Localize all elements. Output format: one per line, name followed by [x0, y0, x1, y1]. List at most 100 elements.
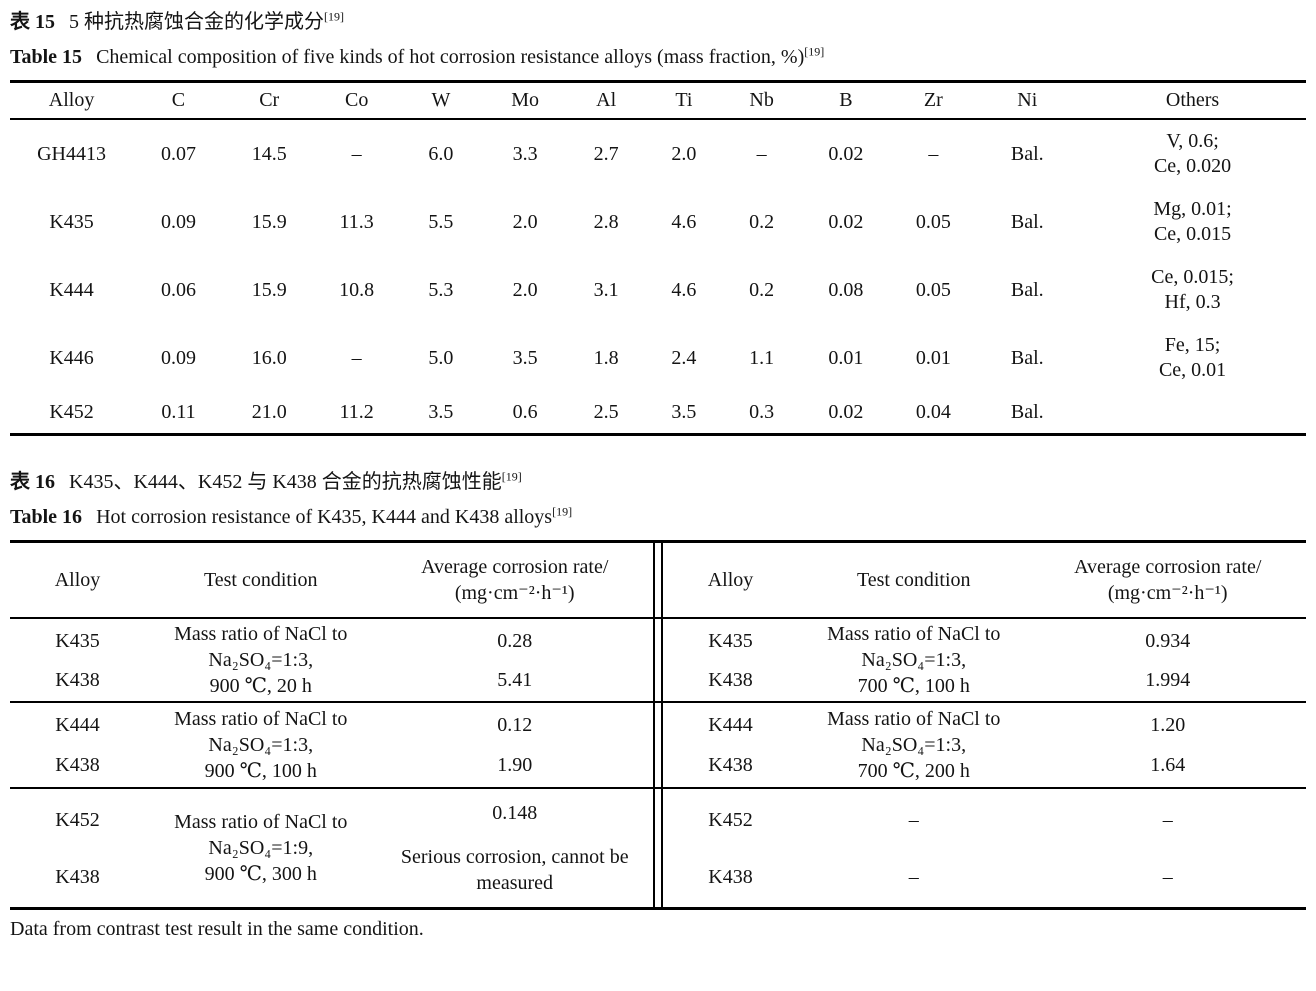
table-cell: 2.0: [512, 210, 538, 233]
table16-right-block: K435 K438 Mass ratio of NaCl to Na₂SO₄=1…: [661, 619, 1306, 701]
header-al: Al: [567, 81, 645, 120]
header-test-condition: Test condition: [203, 569, 318, 591]
table-cell: 14.5: [251, 142, 287, 165]
header-ni: Ni: [975, 81, 1080, 120]
table-cell: 5.5: [428, 210, 454, 233]
condition-line: 700 ℃, 100 h: [857, 675, 970, 697]
header-alloy: Alloy: [10, 81, 134, 120]
rate-value: –: [1162, 865, 1173, 888]
table-cell: 0.08: [828, 278, 864, 301]
table-cell: Bal.: [1010, 210, 1044, 233]
table15-caption-zh-ref: [19]: [324, 9, 344, 24]
table16-caption-en-ref: [19]: [552, 504, 573, 519]
table16-left-header: Alloy Test condition Average corrosion r…: [10, 543, 655, 617]
alloy-name: K438: [708, 668, 753, 691]
condition-line: Na₂SO₄=1:3,: [861, 734, 967, 756]
table-cell: 1.1: [749, 346, 775, 369]
rate-header-units: (mg·cm⁻²·h⁻¹): [454, 582, 575, 604]
condition-line: Na₂SO₄=1:3,: [861, 649, 967, 671]
table15-caption-zh-text: 5 种抗热腐蚀合金的化学成分: [69, 11, 324, 33]
header-corrosion-rate: Average corrosion rate/ (mg·cm⁻²·h⁻¹): [376, 543, 652, 617]
table-cell: Bal.: [1010, 142, 1044, 165]
table-cell: –: [928, 142, 939, 165]
table-cell: K444: [49, 278, 94, 301]
table-cell: 0.02: [828, 401, 864, 423]
rate-value: 1.90: [497, 754, 533, 776]
test-condition-cell: Mass ratio of NaCl to Na₂SO₄=1:3, 700 ℃,…: [798, 703, 1029, 787]
table-cell: –: [351, 346, 362, 369]
table15-caption-en-ref: [19]: [804, 44, 825, 59]
corrosion-rate-cell: 1.20 1.64: [1029, 703, 1305, 787]
table-cell-others: Fe, 15; Ce, 0.01: [1158, 334, 1227, 381]
table16-left-block: K444 K438 Mass ratio of NaCl to Na₂SO₄=1…: [10, 703, 655, 787]
rate-header-line: Average corrosion rate/: [1074, 556, 1262, 578]
table-cell: GH4413: [37, 142, 106, 165]
condition-line: Mass ratio of NaCl to: [827, 623, 1001, 645]
test-condition-cell: Mass ratio of NaCl to Na₂SO₄=1:3, 700 ℃,…: [798, 619, 1029, 701]
table-cell: 1.8: [593, 346, 619, 369]
header-w: W: [398, 81, 484, 120]
table-cell: K446: [49, 346, 94, 369]
table-cell: K435: [49, 210, 94, 233]
table15-header-row: Alloy C Cr Co W Mo Al Ti Nb B Zr Ni Othe…: [10, 81, 1306, 120]
table-row: GH4413 0.07 14.5 – 6.0 3.3 2.7 2.0 – 0.0…: [10, 119, 1306, 188]
condition-line: Na₂SO₄=1:3,: [208, 649, 314, 671]
header-alloy: Alloy: [54, 569, 101, 591]
header-test-condition: Test condition: [856, 569, 971, 591]
table15-section: 表 15 5 种抗热腐蚀合金的化学成分[19] Table 15 Chemical …: [10, 10, 1306, 436]
corrosion-rate-cell: 0.12 1.90: [376, 703, 652, 787]
alloy-name: K438: [55, 754, 100, 776]
table-cell: 0.01: [915, 346, 951, 369]
rate-value: 0.28: [497, 629, 533, 652]
table-cell: 2.4: [671, 346, 697, 369]
table-cell: 3.5: [428, 401, 454, 423]
condition-line: Na₂SO₄=1:3,: [208, 734, 314, 756]
table-cell: 0.2: [749, 278, 775, 301]
table-cell: 15.9: [251, 278, 287, 301]
header-zr: Zr: [891, 81, 976, 120]
chemical-composition-table: Alloy C Cr Co W Mo Al Ti Nb B Zr Ni Othe…: [10, 80, 1306, 436]
alloy-name: K452: [708, 808, 753, 831]
table-row: K452 0.11 21.0 11.2 3.5 0.6 2.5 3.5 0.3 …: [10, 392, 1306, 435]
condition-line: 900 ℃, 300 h: [204, 863, 317, 885]
table-cell: 0.6: [512, 401, 538, 423]
table16-right-block: K444 K438 Mass ratio of NaCl to Na₂SO₄=1…: [661, 703, 1306, 787]
table-cell: 0.11: [161, 401, 196, 423]
table-cell: 0.02: [828, 210, 864, 233]
condition-line: 900 ℃, 100 h: [204, 760, 317, 782]
rate-value: 0.934: [1145, 629, 1191, 652]
table-cell: 4.6: [671, 210, 697, 233]
table-cell: Bal.: [1010, 278, 1044, 301]
table-cell: 6.0: [428, 142, 454, 165]
table-cell: Bal.: [1010, 346, 1044, 369]
test-condition-cell: Mass ratio of NaCl to Na₂SO₄=1:9, 900 ℃,…: [145, 789, 376, 907]
table16-header-row: Alloy Test condition Average corrosion r…: [10, 543, 1306, 619]
condition-line: Mass ratio of NaCl to: [827, 708, 1001, 730]
header-corrosion-rate: Average corrosion rate/ (mg·cm⁻²·h⁻¹): [1029, 543, 1305, 617]
table16-left-block: K452 K438 Mass ratio of NaCl to Na₂SO₄=1…: [10, 789, 655, 907]
table-cell: 2.5: [593, 401, 619, 423]
header-others: Others: [1079, 81, 1306, 120]
table-cell: 21.0: [251, 401, 287, 423]
rate-value: 1.20: [1150, 714, 1186, 736]
table16-right-header: Alloy Test condition Average corrosion r…: [661, 543, 1306, 617]
table-cell: K452: [49, 401, 94, 423]
condition-line: Na₂SO₄=1:9,: [208, 837, 314, 859]
table16-caption-zh: 表 16 K435、K444、K452 与 K438 合金的抗热腐蚀性能[19]: [10, 470, 1306, 495]
corrosion-rate-cell: 0.148 Serious corrosion, cannot be measu…: [376, 789, 652, 907]
table-row: K435 0.09 15.9 11.3 5.5 2.0 2.8 4.6 0.2 …: [10, 188, 1306, 256]
corrosion-resistance-table: Alloy Test condition Average corrosion r…: [10, 540, 1306, 910]
table16-caption-zh-label: 表 16: [10, 471, 55, 493]
table-cell: 0.3: [749, 401, 775, 423]
table-cell: 0.2: [749, 210, 775, 233]
header-co: Co: [314, 81, 399, 120]
alloy-name: K438: [708, 754, 753, 776]
rate-header-units: (mg·cm⁻²·h⁻¹): [1107, 582, 1228, 604]
table-cell: 3.5: [512, 346, 538, 369]
table-cell: 0.09: [160, 346, 196, 369]
table15-caption-zh-label: 表 15: [10, 11, 55, 33]
condition-line: Mass ratio of NaCl to: [174, 623, 348, 645]
alloy-cell: K444 K438: [10, 703, 145, 787]
alloy-cell: K452 K438: [663, 789, 798, 907]
rate-value: 0.148: [492, 802, 538, 824]
